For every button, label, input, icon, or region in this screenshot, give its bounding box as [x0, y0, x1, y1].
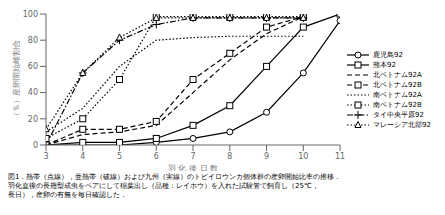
html-text:マレーシア北部92: マレーシア北部92 [373, 120, 431, 129]
svg-text:20: 20 [28, 115, 38, 124]
svg-text:（％）産卵開始雌割合: （％）産卵開始雌割合 [12, 40, 21, 120]
svg-text:9: 9 [264, 152, 269, 161]
svg-text:4: 4 [80, 152, 85, 161]
svg-text:8: 8 [227, 152, 232, 161]
svg-text:100: 100 [23, 10, 38, 19]
html-text:北ベトナム92A: 北ベトナム92A [373, 70, 422, 79]
html-text:図1．熱帯（点線），亜熱帯（破線）および九州（実線）のトビイ: 図1．熱帯（点線），亜熱帯（破線）および九州（実線）のトビイロウンカ個体群の産卵… [8, 173, 342, 199]
svg-text:0: 0 [33, 141, 38, 150]
html-text:北ベトナム92B: 北ベトナム92B [373, 80, 422, 89]
html-text:鹿児島92: 鹿児島92 [373, 50, 403, 59]
svg-text:60: 60 [28, 62, 38, 71]
html-text:熊本92: 熊本92 [373, 60, 396, 69]
svg-text:10: 10 [298, 152, 308, 161]
svg-text:羽 化 後 日 数: 羽 化 後 日 数 [168, 164, 218, 171]
svg-text:80: 80 [28, 36, 38, 45]
svg-text:40: 40 [28, 88, 38, 97]
svg-text:5: 5 [117, 152, 122, 161]
html-text:南ベトナム92A: 南ベトナム92A [373, 90, 422, 99]
svg-text:3: 3 [43, 152, 48, 161]
svg-text:11: 11 [335, 152, 345, 161]
svg-text:7: 7 [190, 152, 195, 161]
svg-text:6: 6 [154, 152, 159, 161]
html-text:タイ中央平原92: タイ中央平原92 [373, 110, 424, 119]
html-text:南ベトナム92B: 南ベトナム92B [373, 100, 422, 109]
